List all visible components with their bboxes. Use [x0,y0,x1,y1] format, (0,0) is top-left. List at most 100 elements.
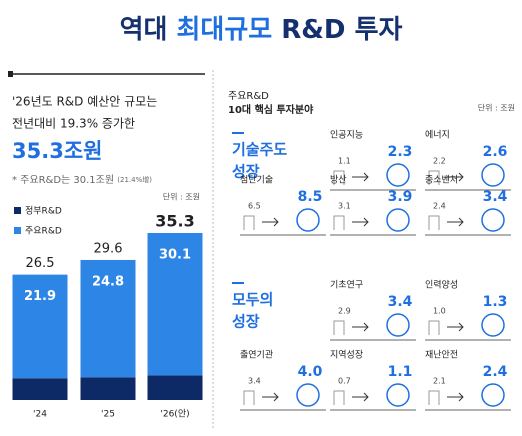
note: * 주요R&D는 30.1조원 [12,174,114,186]
total-label: 29.6 [94,241,123,256]
item-from: 3.4 [248,377,261,386]
left-big: 35.3조원 [12,139,102,163]
item-label: 재난안전 [425,350,458,361]
icon-base [333,170,345,185]
item-to: 8.5 [298,189,323,205]
left-line1: '26년도 R&D 예산안 규모는 [12,95,157,109]
item-label: 에너지 [425,130,450,141]
icon-base [428,170,440,185]
icon [481,313,505,337]
icon-base [428,390,440,405]
bar-segment [147,375,203,400]
item-label: 방산 [330,175,347,186]
item-to: 4.0 [298,364,323,380]
icon-base [333,215,345,230]
icon [386,313,410,337]
arrow [352,172,369,182]
item-to: 2.4 [483,364,508,380]
arrow [262,392,279,402]
bar-segment [147,233,203,376]
item-label: 기초연구 [330,280,363,291]
icon [386,163,410,187]
arrow [352,322,369,332]
item-label: 첨단기술 [240,175,273,186]
icon [386,383,410,407]
icon [481,163,505,187]
item-from: 2.4 [433,202,446,211]
group-name: 성장 [232,313,260,331]
item-from: 2.1 [433,377,446,386]
icon [296,383,320,407]
arrow [352,392,369,402]
total-label: 26.5 [26,256,55,271]
item-from: 6.5 [248,202,261,211]
segment-label: 21.9 [24,289,56,304]
item-from: 3.1 [338,202,351,211]
bar-segment [12,274,68,379]
unit: 단위 : 조원 [163,192,200,202]
title-post: R&D 투자 [281,15,402,45]
x-label: '25 [101,410,115,420]
arrow [352,217,369,227]
arrow [447,217,464,227]
icon [481,208,505,232]
item-from: 0.7 [338,377,351,386]
icon-base [333,390,345,405]
x-label: '26(안) [160,409,189,420]
icon [386,208,410,232]
item-label: 인력양성 [425,279,458,291]
right-heading1: 주요R&D [228,91,269,102]
title-pre: 역대 [120,15,168,45]
bar-segment [80,259,136,378]
group-name: 모두의 [232,291,273,309]
right-unit: 단위 : 조원 [478,103,515,113]
legend-label: 주요R&D [25,226,62,237]
legend-swatch [14,207,21,214]
bar-segment [12,378,68,400]
title: 역대 최대규모 R&D 투자 [120,15,403,45]
segment-label: 24.8 [92,274,124,289]
icon-base [333,320,345,335]
icon [481,383,505,407]
left-line2: 전년대비 19.3% 증가한 [12,117,135,131]
title-emph: 최대규모 [176,15,272,45]
icon-base [428,320,440,335]
icon [296,208,320,232]
bar-segment [80,377,136,400]
icon-base [243,390,255,405]
item-from: 1.1 [338,157,351,166]
note-small: (21.4%增) [117,175,152,184]
legend-label: 정부R&D [25,206,62,217]
x-label: '24 [33,410,47,420]
arrow [262,217,279,227]
item-from: 2.2 [433,157,446,166]
legend-swatch [14,227,21,234]
icon-base [243,215,255,230]
group-name: 성장 [232,163,260,181]
arrow [447,322,464,332]
item-label: 지역성장 [330,350,363,361]
item-to: 2.6 [483,144,508,160]
item-to: 3.4 [483,189,508,205]
item-from: 1.0 [433,307,446,316]
icon-base [428,215,440,230]
arrow [447,172,464,182]
item-to: 3.4 [388,294,413,310]
item-to: 1.3 [483,294,508,310]
group-name: 기술주도 [232,141,287,159]
item-label: 중소벤처 [425,174,458,186]
item-from: 2.9 [338,307,351,316]
item-label: 인공지능 [330,130,363,141]
total-label: 35.3 [155,212,194,231]
item-to: 1.1 [388,364,413,380]
item-label: 출연기관 [240,350,273,361]
left-rule-cap [8,71,13,77]
item-to: 3.9 [388,189,413,205]
item-to: 2.3 [388,144,413,160]
right-heading2: 10대 핵심 투자분야 [228,103,314,116]
arrow [447,392,464,402]
left-note: * 주요R&D는 30.1조원 (21.4%增) [12,174,152,186]
segment-label: 30.1 [159,248,191,263]
